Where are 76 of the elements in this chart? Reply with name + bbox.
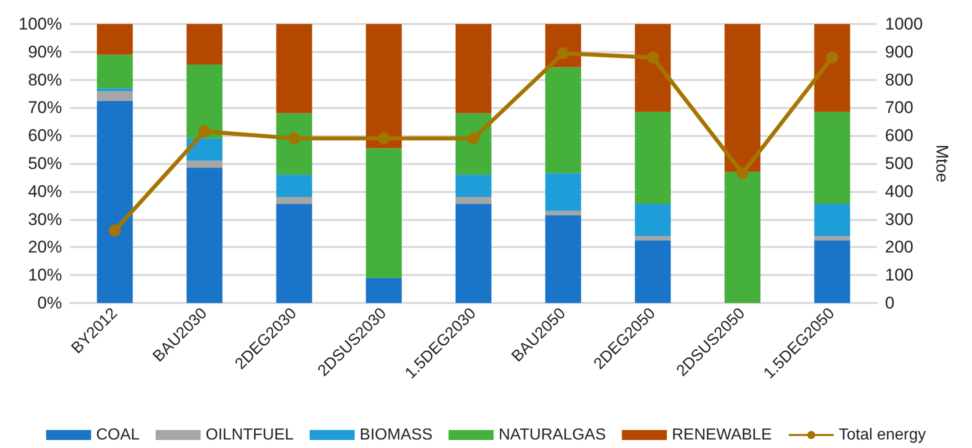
y-tick-label: 50% — [28, 154, 62, 173]
y2-tick-label: 500 — [885, 154, 914, 173]
y-tick-label: 90% — [28, 42, 62, 62]
y2-tick-label: 200 — [885, 238, 914, 257]
bar — [634, 24, 671, 112]
y-tick-label: 10% — [28, 266, 62, 285]
y-tick-label: 100% — [18, 14, 62, 34]
bar — [96, 24, 133, 55]
bar — [634, 236, 671, 240]
y2-tick-label: 900 — [885, 42, 914, 62]
y2-tick-label: 300 — [885, 210, 914, 229]
bar — [96, 100, 133, 303]
bar — [96, 90, 133, 101]
legend-label: NATURALGAS — [498, 426, 606, 444]
bar — [634, 112, 671, 204]
bar — [724, 172, 760, 303]
bar — [96, 54, 133, 88]
bar — [186, 138, 222, 161]
y-tick-label: 30% — [28, 210, 62, 229]
bar — [814, 236, 850, 240]
bar — [545, 215, 582, 303]
legend-label: BIOMASS — [360, 426, 433, 444]
bar — [186, 168, 222, 303]
y2-tick-label: 1000 — [885, 14, 923, 34]
y-tick-label: 70% — [28, 98, 62, 118]
y2-tick-label: 700 — [885, 98, 914, 118]
y2-tick-label: 800 — [885, 70, 914, 90]
bar — [96, 88, 133, 91]
bar — [545, 210, 582, 216]
point — [198, 125, 210, 138]
point — [378, 132, 390, 144]
bar — [814, 112, 850, 204]
point — [468, 132, 480, 144]
bar — [456, 204, 492, 303]
bar — [456, 24, 492, 114]
bar — [276, 113, 312, 175]
bar — [276, 24, 312, 114]
bar — [186, 160, 222, 168]
y-tick-label: 0% — [37, 294, 62, 312]
bar — [456, 196, 492, 204]
point — [557, 47, 570, 60]
point — [108, 224, 121, 236]
y-tick-label: 80% — [28, 70, 62, 90]
bar — [366, 278, 402, 303]
bar — [814, 204, 850, 236]
point — [736, 167, 748, 180]
y2-tick-label: 0 — [885, 294, 894, 312]
point — [826, 51, 838, 64]
legend-label: COAL — [96, 426, 140, 444]
y-tick-label: 60% — [28, 126, 62, 146]
bar — [814, 24, 850, 112]
bar — [366, 24, 402, 148]
legend-label: OILNTFUEL — [206, 426, 294, 444]
bar — [366, 148, 402, 278]
bar — [724, 24, 760, 172]
y2-tick-label: 400 — [885, 182, 914, 201]
bar — [186, 64, 222, 138]
bar — [186, 24, 222, 64]
legend-label: RENEWABLE — [672, 426, 772, 444]
bar — [545, 67, 582, 174]
y2-tick-label: 600 — [885, 126, 914, 146]
bar — [276, 204, 312, 303]
bar — [814, 240, 850, 303]
bar — [456, 174, 492, 197]
y2-tick-label: 100 — [885, 266, 914, 285]
bar — [276, 196, 312, 204]
y2-axis-title: Mtoe — [932, 144, 952, 182]
point — [646, 51, 659, 64]
legend-label: Total energy — [838, 426, 926, 444]
y-tick-label: 20% — [28, 238, 62, 257]
bar — [634, 204, 671, 236]
y-tick-label: 40% — [28, 182, 62, 201]
point — [288, 132, 300, 144]
bar — [276, 174, 312, 197]
bar — [545, 173, 582, 211]
bar — [634, 240, 671, 303]
